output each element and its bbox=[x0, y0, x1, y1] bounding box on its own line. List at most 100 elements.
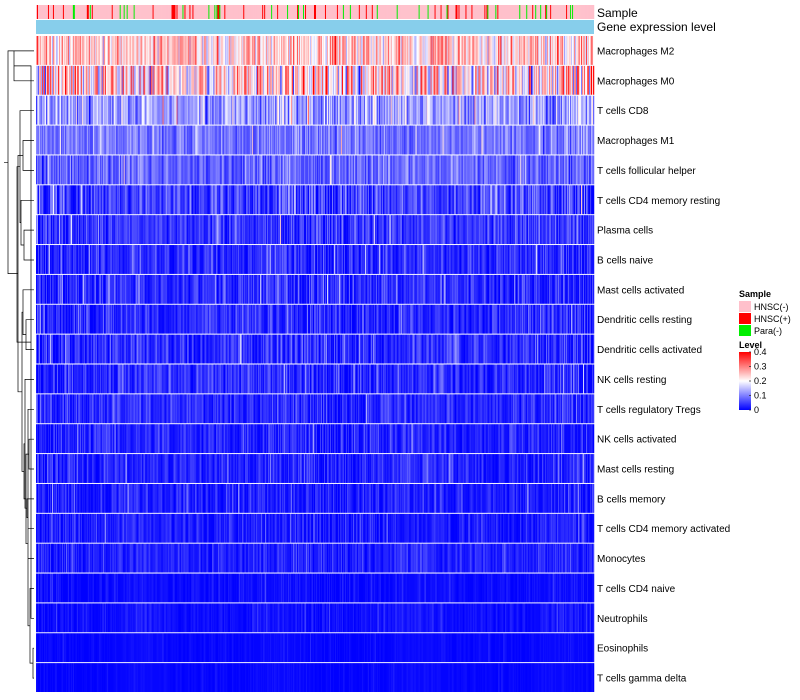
sample-annotation-cell bbox=[507, 5, 509, 19]
heatmap-cell bbox=[90, 125, 93, 155]
heatmap-cell bbox=[465, 65, 467, 95]
heatmap-cell bbox=[540, 95, 542, 125]
heatmap-cell bbox=[36, 65, 38, 95]
heatmap-cell bbox=[531, 125, 533, 155]
heatmap-cell bbox=[585, 155, 587, 185]
heatmap-cell bbox=[75, 65, 78, 95]
heatmap-cell bbox=[416, 95, 418, 125]
heatmap-cell bbox=[318, 155, 321, 185]
heatmap-cell bbox=[199, 155, 201, 185]
sample-annotation-cell bbox=[299, 5, 301, 19]
heatmap-cell bbox=[185, 36, 187, 65]
sample-annotation-cell bbox=[226, 5, 228, 19]
heatmap-cell bbox=[190, 95, 192, 125]
heatmap-cell bbox=[194, 155, 196, 185]
heatmap-cell bbox=[99, 95, 102, 125]
heatmap-cell bbox=[189, 125, 191, 155]
heatmap-cell bbox=[414, 95, 416, 125]
heatmap-cell bbox=[154, 95, 156, 125]
heatmap-cell bbox=[574, 65, 576, 95]
heatmap-cell bbox=[365, 155, 368, 185]
heatmap-cell bbox=[231, 155, 233, 185]
heatmap-cell bbox=[576, 36, 578, 65]
heatmap-cell bbox=[108, 155, 110, 185]
heatmap-cell bbox=[182, 95, 184, 125]
heatmap-cell bbox=[358, 95, 361, 125]
heatmap-cell bbox=[340, 65, 343, 95]
heatmap-cell bbox=[282, 125, 284, 155]
heatmap-cell bbox=[103, 125, 106, 155]
sample-annotation-label: Sample bbox=[597, 6, 638, 20]
sample-annotation-cell bbox=[456, 5, 458, 19]
heatmap-cell bbox=[179, 95, 181, 125]
sample-annotation-cell bbox=[37, 5, 40, 19]
heatmap-cell bbox=[400, 155, 402, 185]
heatmap-cell bbox=[259, 95, 261, 125]
heatmap-cell bbox=[81, 36, 84, 65]
sample-annotation-cell bbox=[296, 5, 298, 19]
heatmap-cell bbox=[189, 95, 191, 125]
sample-annotation-cell bbox=[217, 5, 219, 19]
heatmap-cell bbox=[119, 125, 121, 155]
heatmap-cell bbox=[360, 36, 363, 65]
heatmap-cell bbox=[55, 65, 58, 95]
heatmap-cell bbox=[78, 36, 81, 65]
heatmap-cell bbox=[229, 36, 231, 65]
heatmap-cell bbox=[368, 95, 371, 125]
heatmap-cell bbox=[117, 125, 119, 155]
heatmap-cell bbox=[71, 125, 74, 155]
heatmap-cell bbox=[486, 36, 488, 65]
heatmap-cell bbox=[566, 36, 568, 65]
heatmap-cell bbox=[267, 95, 269, 125]
heatmap-cell bbox=[438, 155, 440, 185]
heatmap-cell bbox=[37, 65, 40, 95]
heatmap-cell bbox=[464, 155, 466, 185]
heatmap-cell bbox=[460, 36, 462, 65]
heatmap-cell bbox=[505, 125, 507, 155]
sample-annotation-cell bbox=[590, 5, 592, 19]
heatmap-cell bbox=[367, 65, 370, 95]
heatmap-cell bbox=[297, 125, 299, 155]
heatmap-cell bbox=[50, 125, 53, 155]
heatmap-cell bbox=[212, 95, 214, 125]
heatmap-cell bbox=[158, 125, 160, 155]
heatmap-cell bbox=[344, 95, 347, 125]
heatmap-cell bbox=[589, 155, 591, 185]
sample-annotation-cell bbox=[338, 5, 341, 19]
heatmap-cell bbox=[310, 36, 312, 65]
heatmap-cell bbox=[158, 95, 160, 125]
heatmap-cell bbox=[174, 95, 176, 125]
heatmap-cell bbox=[535, 65, 537, 95]
heatmap-cell bbox=[420, 65, 422, 95]
heatmap-cell bbox=[509, 95, 511, 125]
heatmap-cell bbox=[338, 95, 341, 125]
heatmap-cell bbox=[226, 65, 228, 95]
heatmap-cell bbox=[232, 95, 234, 125]
heatmap-cell bbox=[342, 95, 345, 125]
heatmap-cell bbox=[454, 36, 456, 65]
heatmap-cell bbox=[448, 65, 450, 95]
sample-annotation-cell bbox=[375, 5, 378, 19]
heatmap-cell bbox=[478, 95, 480, 125]
heatmap-cell bbox=[386, 125, 388, 155]
heatmap-cell bbox=[101, 95, 104, 125]
sample-annotation-cell bbox=[589, 5, 591, 19]
heatmap-cell bbox=[541, 155, 543, 185]
heatmap-cell bbox=[164, 155, 166, 185]
heatmap-cell bbox=[307, 36, 309, 65]
heatmap-cell bbox=[50, 185, 53, 215]
heatmap-cell bbox=[112, 65, 114, 95]
heatmap-cell bbox=[495, 65, 497, 95]
sample-annotation-cell bbox=[416, 5, 418, 19]
heatmap-cell bbox=[98, 65, 101, 95]
sample-annotation-cell bbox=[543, 5, 545, 19]
heatmap-cell bbox=[372, 95, 375, 125]
heatmap-cell bbox=[563, 36, 565, 65]
heatmap-cell bbox=[499, 125, 501, 155]
heatmap-cell bbox=[302, 125, 304, 155]
heatmap-cell bbox=[194, 65, 196, 95]
heatmap-cell bbox=[107, 36, 109, 65]
heatmap-cell bbox=[40, 155, 43, 185]
heatmap-cell bbox=[473, 125, 475, 155]
heatmap-cell bbox=[371, 125, 374, 155]
